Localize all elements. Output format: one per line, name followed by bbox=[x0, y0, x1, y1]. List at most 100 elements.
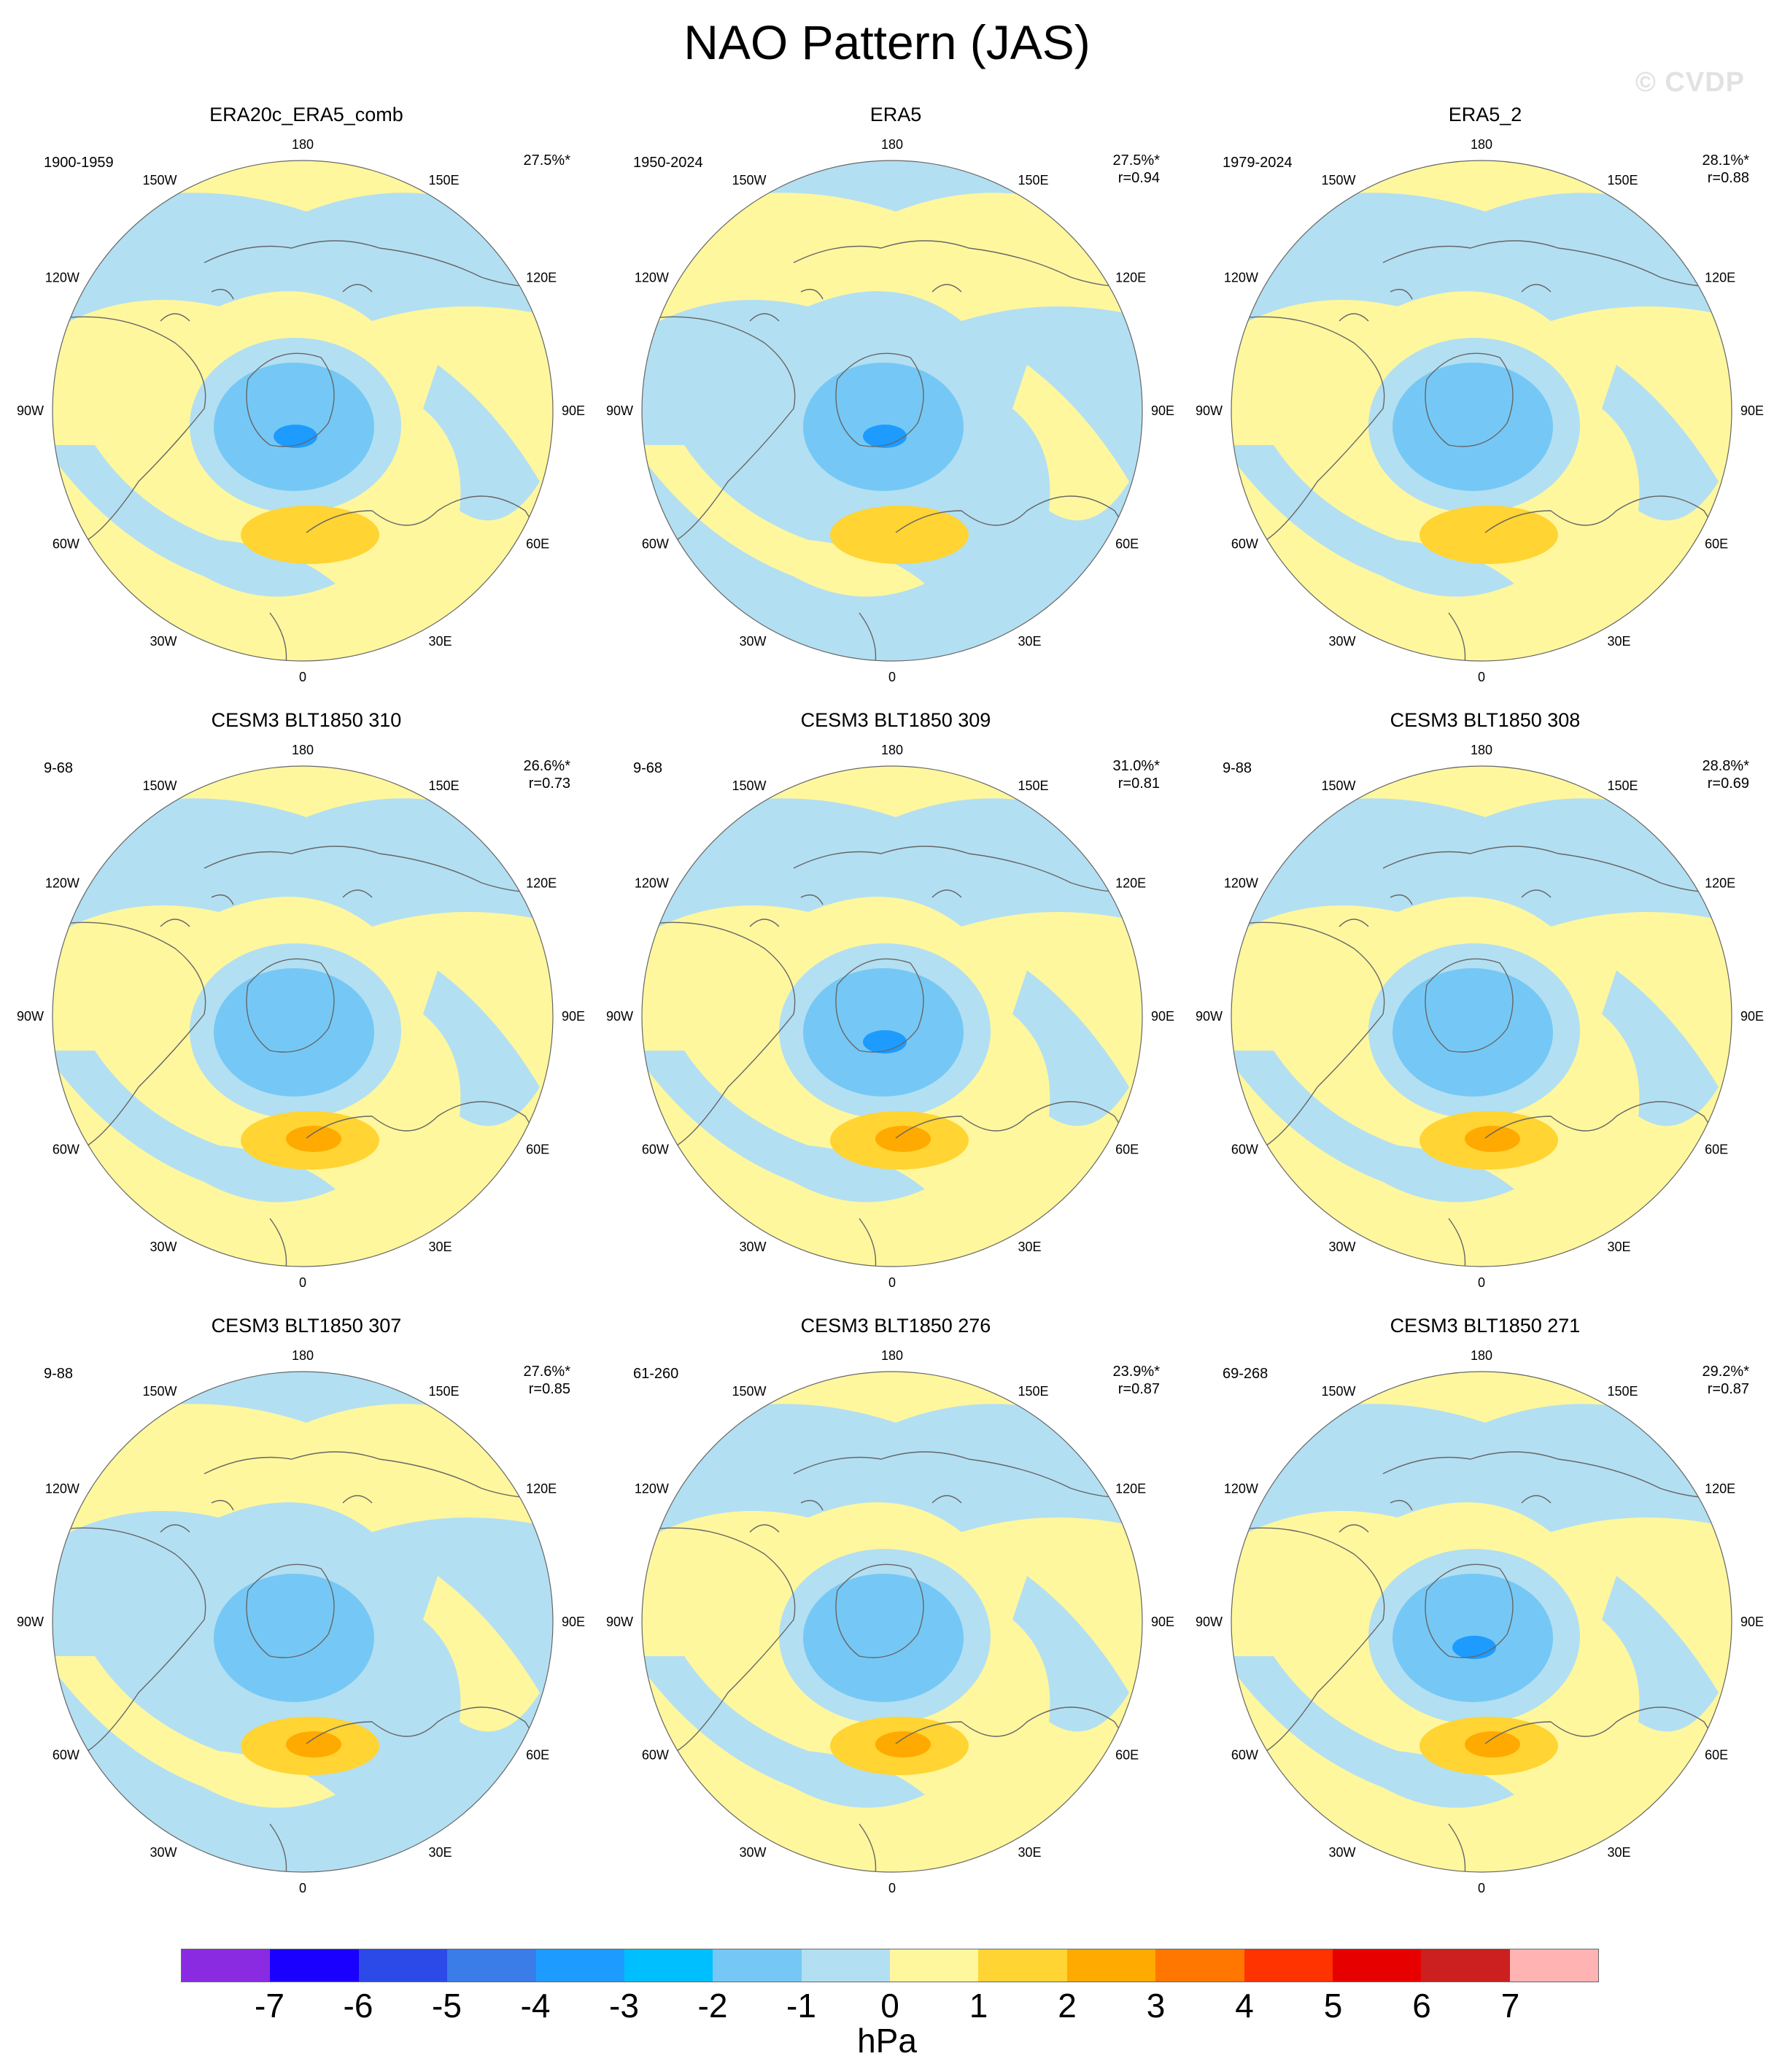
europe-high bbox=[1419, 506, 1558, 564]
longitude-label: 60W bbox=[1231, 1748, 1258, 1763]
explained-variance: 31.0%* bbox=[1112, 758, 1161, 774]
longitude-label: 180 bbox=[292, 743, 314, 757]
longitude-label: 60E bbox=[1705, 1748, 1728, 1763]
panel-stats: 27.6%* r=0.85 bbox=[524, 1363, 571, 1398]
explained-variance: 28.8%* bbox=[1702, 758, 1750, 774]
colorbar-box bbox=[1066, 1949, 1156, 1982]
longitude-label: 180 bbox=[1471, 137, 1492, 152]
atlantic-anomaly-band bbox=[1231, 445, 1514, 597]
coastlines bbox=[642, 240, 1142, 661]
colorbar-tick-label: -2 bbox=[697, 1987, 728, 2025]
longitude-label: 30W bbox=[1328, 634, 1355, 649]
longitude-label: 60E bbox=[526, 1143, 549, 1157]
colorbar-tick-label: -7 bbox=[255, 1987, 284, 2025]
longitude-label: 90W bbox=[17, 1615, 44, 1629]
longitude-label: 90E bbox=[1151, 1615, 1174, 1629]
map-panel: CESM3 BLT1850 309 9-68 31.0%* r=0.81 180 150E… bbox=[606, 708, 1174, 1306]
longitude-label: 120W bbox=[45, 271, 80, 285]
longitude-label: 60E bbox=[526, 1748, 549, 1763]
coastlines bbox=[1231, 846, 1732, 1267]
colorbar-box bbox=[270, 1949, 359, 1982]
coastlines bbox=[53, 240, 553, 661]
longitude-label: 90W bbox=[1196, 403, 1223, 418]
longitude-label: 120W bbox=[635, 1482, 669, 1496]
longitude-label: 180 bbox=[881, 137, 903, 152]
longitude-label: 150W bbox=[142, 778, 177, 793]
longitude-labels: 180 150E 120E 90E 60E 30E 0 30W 60W 90W 120W 150W bbox=[17, 743, 585, 1290]
longitude-label: 90E bbox=[562, 1009, 585, 1024]
longitude-label: 120E bbox=[1705, 271, 1735, 285]
colorbar-box bbox=[447, 1949, 536, 1982]
europe-high-peak bbox=[875, 1731, 931, 1758]
colorbar-tick-label: 0 bbox=[880, 1987, 899, 2025]
longitude-label: 30W bbox=[739, 634, 766, 649]
polar-map: 180 150E 120E 90E 60E 30E 0 30W 60W 90W 120W 150W bbox=[17, 137, 585, 684]
panel-title: CESM3 BLT1850 271 bbox=[1390, 1315, 1581, 1337]
longitude-label: 120W bbox=[45, 1482, 80, 1496]
longitude-label: 0 bbox=[1478, 1275, 1485, 1290]
eurasian-anomaly-region bbox=[1012, 365, 1129, 521]
longitude-label: 150W bbox=[142, 173, 177, 188]
longitude-label: 60W bbox=[53, 1748, 80, 1763]
longitude-label: 30E bbox=[429, 634, 452, 649]
polar-map: 180 150E 120E 90E 60E 30E 0 30W 60W 90W 120W 150W bbox=[17, 743, 585, 1290]
pacific-anomaly-region bbox=[1231, 193, 1732, 336]
longitude-label: 150W bbox=[732, 173, 766, 188]
atlantic-anomaly-band bbox=[53, 1051, 336, 1202]
pacific-anomaly-region bbox=[642, 193, 1142, 336]
longitude-label: 90W bbox=[606, 403, 633, 418]
colorbar-box bbox=[624, 1949, 713, 1982]
longitude-label: 120E bbox=[1115, 271, 1146, 285]
pattern-correlation: r=0.87 bbox=[1118, 1381, 1160, 1397]
longitude-label: 0 bbox=[888, 1275, 896, 1290]
colorbar-box bbox=[1332, 1949, 1422, 1982]
panel-stats: 31.0%* r=0.81 bbox=[1113, 757, 1161, 792]
arctic-low-peak bbox=[863, 1030, 907, 1054]
arctic-low-peak bbox=[863, 425, 907, 448]
map-panel: CESM3 BLT1850 307 9-88 27.6%* r=0.85 180 150E… bbox=[17, 1313, 585, 1911]
colorbar-box bbox=[978, 1949, 1067, 1982]
arctic-low-core bbox=[214, 968, 374, 1097]
cvdp-watermark: © CVDP bbox=[1635, 67, 1745, 98]
longitude-label: 150W bbox=[732, 778, 766, 793]
atlantic-anomaly-band bbox=[53, 1656, 336, 1808]
longitude-label: 120E bbox=[1115, 1482, 1146, 1496]
longitude-label: 120E bbox=[1705, 1482, 1735, 1496]
pattern-correlation: r=0.87 bbox=[1707, 1381, 1749, 1397]
longitude-label: 180 bbox=[1471, 1348, 1492, 1363]
pattern-correlation: r=0.73 bbox=[528, 776, 570, 792]
longitude-label: 30E bbox=[429, 1240, 452, 1254]
longitude-label: 180 bbox=[292, 137, 314, 152]
pacific-anomaly-region bbox=[1231, 1404, 1732, 1547]
longitude-label: 120E bbox=[1115, 876, 1146, 891]
longitude-label: 90E bbox=[562, 1615, 585, 1629]
longitude-label: 150E bbox=[1608, 173, 1638, 188]
panel-period: 9-68 bbox=[44, 760, 74, 776]
longitude-labels: 180 150E 120E 90E 60E 30E 0 30W 60W 90W 120W 150W bbox=[17, 137, 585, 684]
longitude-label: 90W bbox=[17, 403, 44, 418]
eurasian-anomaly-region bbox=[1602, 365, 1719, 521]
eurasian-anomaly-region bbox=[1602, 1576, 1719, 1732]
pacific-anomaly-region bbox=[1231, 798, 1732, 941]
longitude-label: 150E bbox=[429, 1384, 460, 1399]
longitude-label: 60W bbox=[53, 537, 80, 552]
longitude-label: 90E bbox=[562, 403, 585, 418]
longitude-label: 90E bbox=[1151, 403, 1174, 418]
atlantic-anomaly-band bbox=[1231, 1051, 1514, 1202]
atlantic-anomaly-band bbox=[642, 1656, 925, 1808]
arctic-low-core bbox=[1393, 968, 1553, 1097]
panel-title: CESM3 BLT1850 307 bbox=[211, 1315, 402, 1337]
longitude-label: 150W bbox=[1321, 173, 1355, 188]
longitude-label: 90E bbox=[1740, 403, 1764, 418]
arctic-low-peak bbox=[1452, 1636, 1496, 1659]
colorbar-tick-label: -1 bbox=[786, 1987, 816, 2025]
longitude-label: 30E bbox=[1018, 1845, 1042, 1860]
panel-title: CESM3 BLT1850 310 bbox=[211, 709, 402, 731]
panel-period: 61-260 bbox=[633, 1366, 679, 1382]
longitude-labels: 180 150E 120E 90E 60E 30E 0 30W 60W 90W 120W 150W bbox=[606, 137, 1174, 684]
longitude-label: 90E bbox=[1740, 1615, 1764, 1629]
longitude-label: 30W bbox=[150, 1845, 177, 1860]
polar-map: 180 150E 120E 90E 60E 30E 0 30W 60W 90W 120W 150W bbox=[1196, 1348, 1764, 1895]
panel-period: 9-88 bbox=[1223, 760, 1252, 776]
panel-title: ERA5 bbox=[869, 104, 922, 125]
